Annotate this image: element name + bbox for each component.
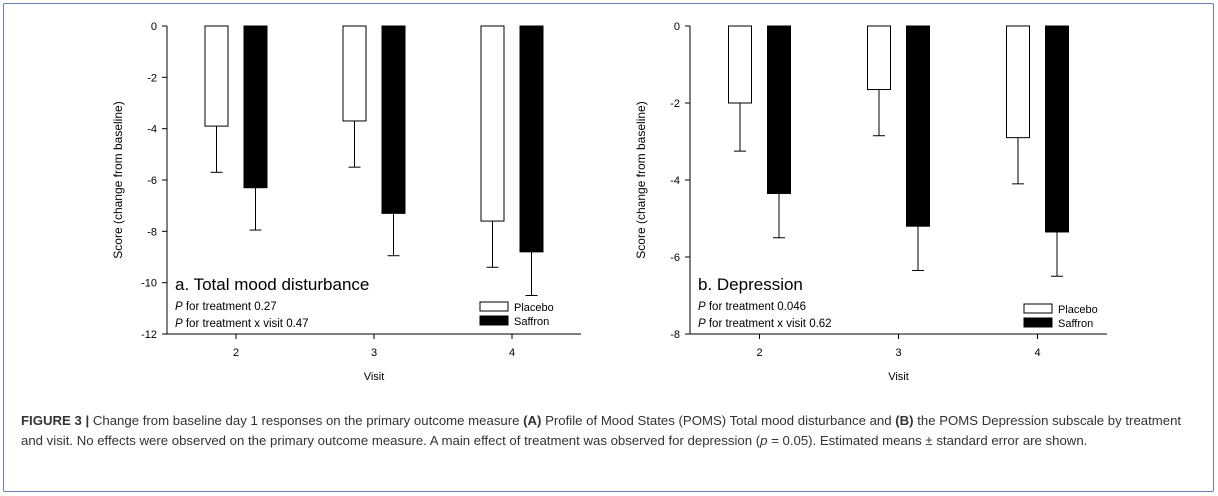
- x-tick-label: 4: [509, 347, 515, 359]
- y-tick-label: -10: [141, 278, 157, 290]
- legend-label-placebo: Placebo: [514, 302, 554, 314]
- caption-text: = 0.05). Estimated means ± standard erro…: [767, 432, 1088, 448]
- y-tick-label: -12: [141, 329, 157, 341]
- chart-total-mood-disturbance: 0 -2 -4 -6 -8 -10 -12 2 3 4 Visit Score (change fro…: [111, 21, 581, 383]
- bar-saffron-visit-3: [381, 25, 406, 214]
- caption-text: Profile of Mood States (POMS) Total mood…: [541, 413, 896, 428]
- p-value-text: for treatment 0.046: [706, 301, 806, 313]
- p-symbol: P: [698, 318, 706, 330]
- chart-depression: 0 -2 -4 -6 -8 2 3 4 Visit Score (change from base…: [634, 21, 1107, 383]
- p-value-annotation: P for treatment 0.046: [698, 301, 806, 313]
- y-tick-label: -4: [670, 175, 680, 187]
- p-value-text: for treatment 0.27: [183, 301, 277, 313]
- bar-saffron-visit-4: [1045, 25, 1069, 233]
- bar-placebo-visit-3: [867, 25, 891, 91]
- caption-text: (B): [895, 413, 914, 428]
- bar-saffron-visit-4: [519, 25, 544, 253]
- y-tick-label: -6: [670, 252, 680, 264]
- p-value-annotation: P for treatment x visit 0.62: [698, 318, 832, 330]
- x-tick-label: 2: [756, 347, 762, 359]
- bar-placebo-visit-2: [204, 25, 229, 127]
- p-value-annotation: P for treatment x visit 0.47: [175, 318, 309, 330]
- legend-label-saffron: Saffron: [514, 316, 549, 328]
- bar-saffron-visit-2: [767, 25, 791, 194]
- x-tick-label: 4: [1034, 347, 1040, 359]
- figure-frame: [3, 3, 1214, 492]
- bar-saffron-visit-3: [906, 25, 930, 227]
- chart-title: b. Depression: [698, 275, 803, 294]
- legend-swatch-placebo: [479, 301, 509, 312]
- x-axis-label: Visit: [888, 371, 909, 383]
- y-tick-label: 0: [151, 21, 157, 33]
- y-tick-label: -2: [670, 98, 680, 110]
- figure-caption: FIGURE 3 | Change from baseline day 1 re…: [21, 411, 1201, 450]
- y-tick-label: -4: [147, 124, 157, 136]
- bar-saffron-visit-2: [243, 25, 268, 189]
- bar-placebo-visit-4: [480, 25, 505, 222]
- caption-text: p: [760, 432, 768, 448]
- p-symbol: P: [698, 301, 706, 313]
- x-tick-label: 2: [233, 347, 239, 359]
- y-tick-label: -6: [147, 175, 157, 187]
- p-value-text: for treatment x visit 0.47: [183, 318, 309, 330]
- chart-title: a. Total mood disturbance: [175, 275, 369, 294]
- bar-placebo-visit-4: [1006, 25, 1030, 139]
- bar-placebo-visit-2: [728, 25, 752, 104]
- p-symbol: P: [175, 318, 183, 330]
- legend-label-placebo: Placebo: [1058, 304, 1098, 316]
- y-tick-label: -8: [147, 226, 157, 238]
- bar-placebo-visit-3: [342, 25, 367, 122]
- p-symbol: P: [175, 301, 183, 313]
- legend-swatch-placebo: [1023, 303, 1053, 314]
- x-tick-label: 3: [371, 347, 377, 359]
- y-axis-label: Score (change from baseline): [634, 101, 648, 258]
- y-tick-label: -8: [670, 329, 680, 341]
- y-axis-label: Score (change from baseline): [111, 101, 125, 258]
- figure-label: FIGURE 3 |: [21, 413, 90, 428]
- caption-text: (A): [523, 413, 542, 428]
- caption-text: the POMS Depression subscale by treatmen…: [21, 413, 1182, 448]
- y-tick-label: -2: [147, 72, 157, 84]
- legend-swatch-saffron: [479, 315, 509, 326]
- p-value-text: for treatment x visit 0.62: [706, 318, 832, 330]
- p-value-annotation: P for treatment 0.27: [175, 301, 277, 313]
- x-tick-label: 3: [895, 347, 901, 359]
- y-tick-label: 0: [674, 21, 680, 33]
- legend-swatch-saffron: [1023, 317, 1053, 328]
- x-axis-label: Visit: [364, 371, 385, 383]
- legend-label-saffron: Saffron: [1058, 318, 1093, 330]
- caption-text: Change from baseline day 1 responses on …: [89, 413, 524, 428]
